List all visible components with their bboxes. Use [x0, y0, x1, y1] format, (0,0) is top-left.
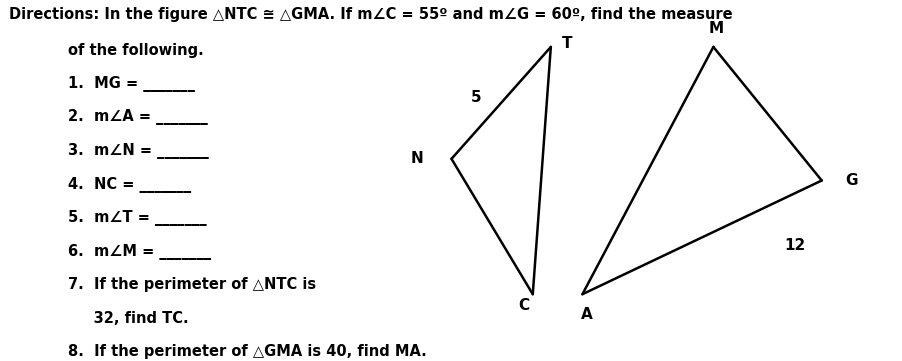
Text: M: M: [708, 21, 723, 36]
Text: 7.  If the perimeter of △NTC is: 7. If the perimeter of △NTC is: [68, 277, 316, 292]
Text: 6.  m∠M = _______: 6. m∠M = _______: [68, 244, 210, 260]
Text: N: N: [410, 151, 423, 166]
Text: A: A: [580, 307, 593, 322]
Text: 12: 12: [783, 238, 805, 253]
Text: 8.  If the perimeter of △GMA is 40, find MA.: 8. If the perimeter of △GMA is 40, find …: [68, 344, 426, 360]
Text: G: G: [844, 173, 857, 188]
Text: Directions: In the figure △NTC ≅ △GMA. If m∠C = 55º and m∠G = 60º, find the meas: Directions: In the figure △NTC ≅ △GMA. I…: [9, 7, 732, 22]
Text: C: C: [518, 297, 529, 313]
Text: 3.  m∠N = _______: 3. m∠N = _______: [68, 143, 208, 159]
Text: 4.  NC = _______: 4. NC = _______: [68, 177, 190, 192]
Text: 32, find TC.: 32, find TC.: [68, 311, 189, 326]
Text: 2.  m∠A = _______: 2. m∠A = _______: [68, 109, 207, 125]
Text: of the following.: of the following.: [68, 43, 203, 58]
Text: 5.  m∠T = _______: 5. m∠T = _______: [68, 210, 207, 226]
Text: T: T: [561, 36, 572, 51]
Text: 5: 5: [470, 90, 481, 105]
Text: 1.  MG = _______: 1. MG = _______: [68, 76, 195, 92]
